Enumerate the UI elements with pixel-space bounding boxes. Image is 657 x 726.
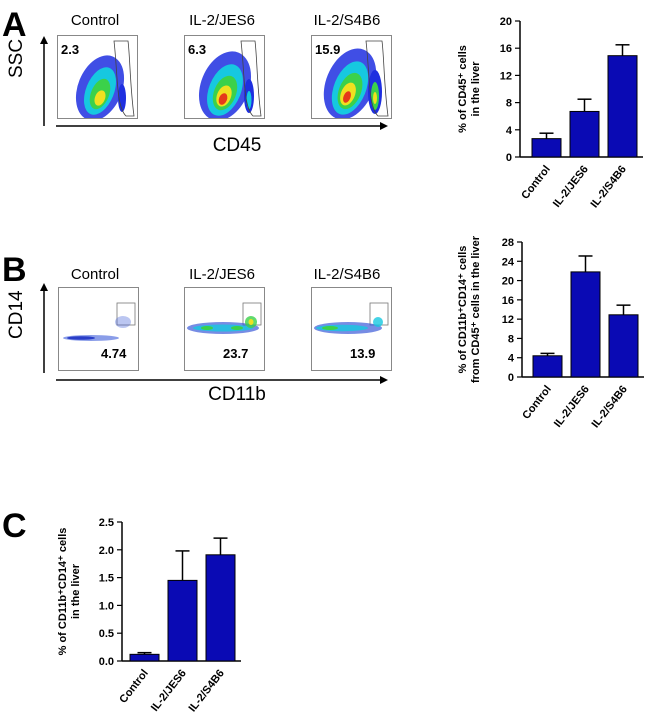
chart-b-y-tick-label: 0 <box>508 372 514 384</box>
chart-b-y-tick-label: 8 <box>508 333 514 345</box>
chart-b-y-axis-label-line: % of CD11b⁺CD14⁺ cells <box>457 246 469 374</box>
flow-b-title-jes6: IL-2/JES6 <box>189 266 255 283</box>
panel-c-letter: C <box>2 507 27 545</box>
chart-b-y-tick-label: 24 <box>502 256 515 268</box>
chart-c-y-tick-label: 0.0 <box>99 656 114 668</box>
flow-a-x-axis-label: CD45 <box>212 135 262 156</box>
chart-c-y-tick-label: 1.0 <box>99 600 114 612</box>
chart-b-y-axis-label: % of CD11b⁺CD14⁺ cellsfrom CD45⁺ cells i… <box>457 235 482 383</box>
chart-c-y-tick-label: 0.5 <box>99 628 114 640</box>
chart-a-bar-1 <box>569 110 600 158</box>
chart-a-y-tick-label: 12 <box>500 70 512 82</box>
chart-c-bar-1 <box>167 579 198 662</box>
panel-b-letter: B <box>2 251 27 289</box>
flow-b-y-axis-label: CD14 <box>6 290 27 339</box>
chart-b-bar-0 <box>532 355 563 378</box>
chart-a-y-axis-label: % of CD45⁺ cellsin the liver <box>457 45 482 133</box>
flow-a-y-axis-label: SSC <box>6 38 27 78</box>
chart-b-category-label-2: IL-2/S4B6 <box>590 383 630 430</box>
chart-b-y-tick-label: 16 <box>502 295 514 307</box>
chart-a-bar-2 <box>607 55 638 158</box>
chart-b-y-tick-label: 20 <box>502 276 514 288</box>
chart-c-y-tick-label: 2.5 <box>99 517 114 529</box>
flow-scatter-b-jes6 <box>187 302 262 334</box>
chart-c-y-axis-label-line: in the liver <box>70 563 82 619</box>
chart-b-y-tick-label: 4 <box>508 353 515 365</box>
chart-c-y-axis-label-line: % of CD11b⁺CD14⁺ cells <box>57 528 69 656</box>
flow-b-x-axis-label: CD11b <box>208 384 266 405</box>
chart-b-category-label-0: Control <box>520 383 554 421</box>
flow-plot-a-jes6: 6.3 <box>184 35 265 119</box>
flow-b-title-s4b6: IL-2/S4B6 <box>313 266 381 283</box>
chart-a-category-label-2: IL-2/S4B6 <box>589 163 629 210</box>
flow-a-gate-value-s4b6: 15.9 <box>315 42 341 57</box>
chart-c-y-axis-label: % of CD11b⁺CD14⁺ cellsin the liver <box>57 528 82 656</box>
chart-c-bar-0 <box>129 653 160 662</box>
flow-b-gate-value-s4b6: 13.9 <box>350 346 376 361</box>
chart-b-bar-2 <box>608 314 639 378</box>
bar-chart-c: 0.0 0.5 1.0 1.5 2.0 2.5 ControlIL-2/JES6IL-2/S… <box>57 517 241 714</box>
chart-b-category-label-1: IL-2/JES6 <box>552 383 592 429</box>
flow-b-title-control: Control <box>70 266 120 283</box>
flow-density-a-s4b6 <box>323 40 389 118</box>
panel-a-letter: A <box>2 6 27 44</box>
flow-a-title-s4b6: IL-2/S4B6 <box>313 12 381 29</box>
chart-a-bar-0 <box>531 138 562 158</box>
chart-a-y-axis-label-line: in the liver <box>470 61 482 117</box>
chart-a-y-axis-label-line: % of CD45⁺ cells <box>457 45 469 133</box>
chart-a-category-label-1: IL-2/JES6 <box>551 163 591 209</box>
chart-a-y-tick-label: 8 <box>506 98 512 110</box>
flow-plot-a-s4b6: 15.9 <box>311 35 392 119</box>
chart-a-y-tick-label: 0 <box>506 152 512 164</box>
flow-plot-a-control: 2.3 <box>57 35 138 119</box>
chart-a-y-tick-label: 20 <box>500 16 512 28</box>
flow-a-gate-value-jes6: 6.3 <box>188 42 207 57</box>
flow-plot-b-s4b6: 13.9 <box>311 287 392 371</box>
chart-a-category-label-0: Control <box>519 163 553 201</box>
chart-c-category-label-0: Control <box>117 667 151 705</box>
flow-plot-b-control: 4.74 <box>58 287 139 371</box>
chart-a-y-tick-label: 4 <box>506 125 513 137</box>
chart-a-y-tick-label: 16 <box>500 43 512 55</box>
flow-b-gate-value-jes6: 23.7 <box>223 346 249 361</box>
chart-c-bar-2 <box>205 554 236 662</box>
flow-scatter-b-control <box>63 302 136 341</box>
chart-c-category-label-2: IL-2/S4B6 <box>187 667 227 714</box>
chart-b-bar-1 <box>570 271 601 378</box>
chart-c-y-tick-label: 1.5 <box>99 573 114 585</box>
flow-density-a-jes6 <box>198 40 262 118</box>
flow-a-title-jes6: IL-2/JES6 <box>189 12 255 29</box>
chart-b-y-tick-label: 28 <box>502 237 514 249</box>
flow-a-title-control: Control <box>70 12 120 29</box>
chart-c-y-tick-label: 2.0 <box>99 545 114 557</box>
flow-plot-b-jes6: 23.7 <box>184 287 265 371</box>
chart-c-category-label-1: IL-2/JES6 <box>149 667 189 713</box>
flow-scatter-b-s4b6 <box>314 302 389 334</box>
chart-b-y-axis-label-line: from CD45⁺ cells in the liver <box>470 235 482 383</box>
flow-a-gate-value-control: 2.3 <box>61 42 80 57</box>
flow-density-a-control <box>75 40 135 118</box>
flow-b-gate-value-control: 4.74 <box>101 346 127 361</box>
chart-b-y-tick-label: 12 <box>502 314 514 326</box>
